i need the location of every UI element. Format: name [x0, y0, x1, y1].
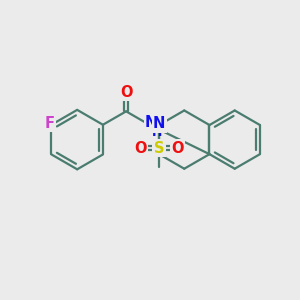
Text: O: O [134, 141, 147, 156]
Text: O: O [120, 85, 132, 100]
Text: H: H [152, 126, 162, 139]
Text: F: F [45, 116, 55, 131]
Text: N: N [145, 115, 157, 130]
Text: N: N [153, 116, 165, 131]
Text: O: O [171, 141, 184, 156]
Text: S: S [154, 141, 164, 156]
